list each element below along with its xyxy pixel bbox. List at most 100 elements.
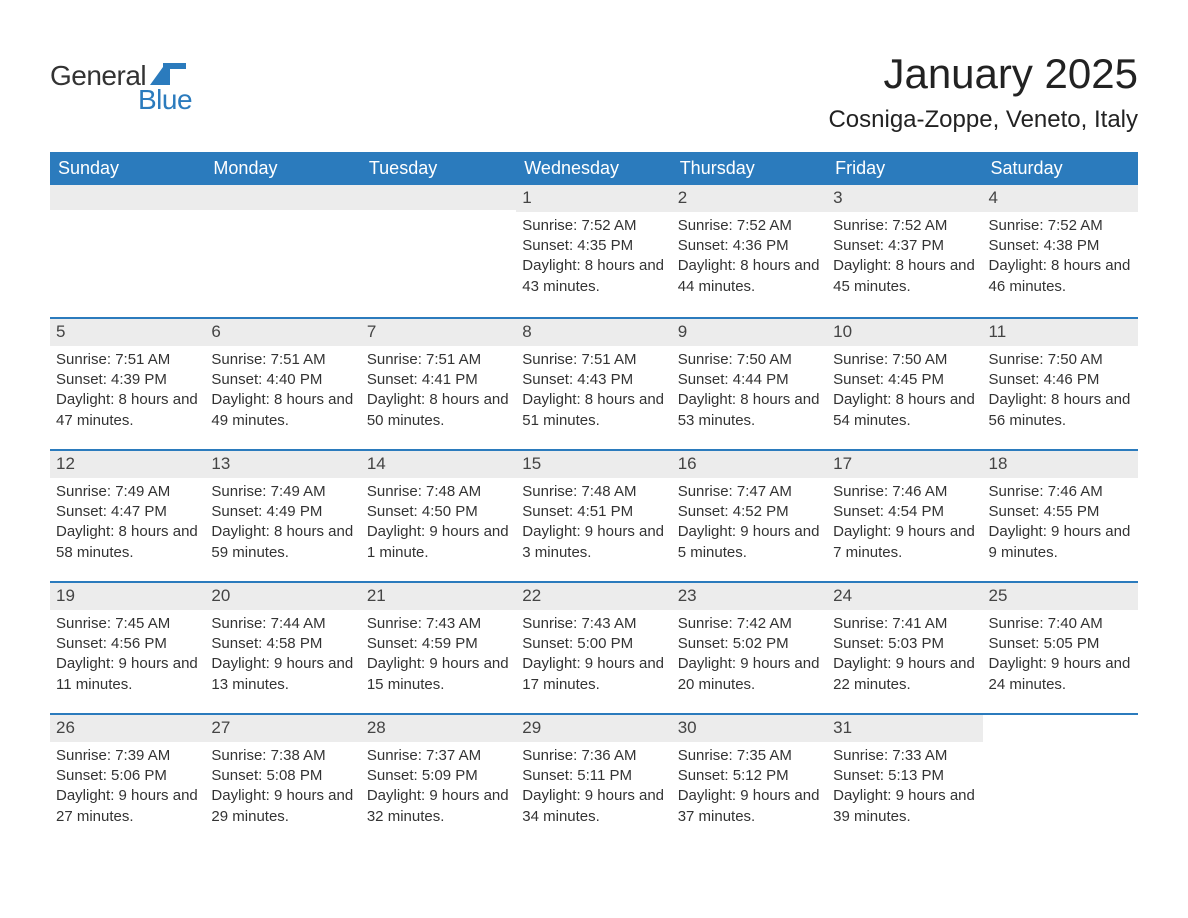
daylight-text: Daylight: 9 hours and 24 minutes. (989, 654, 1132, 695)
week-row: 5Sunrise: 7:51 AMSunset: 4:39 PMDaylight… (50, 317, 1138, 449)
day-content: Sunrise: 7:36 AMSunset: 5:11 PMDaylight:… (516, 742, 671, 837)
day-cell: 7Sunrise: 7:51 AMSunset: 4:41 PMDaylight… (361, 319, 516, 449)
day-cell: 20Sunrise: 7:44 AMSunset: 4:58 PMDayligh… (205, 583, 360, 713)
logo-text-general: General (50, 60, 146, 92)
day-number: 30 (672, 715, 827, 742)
day-cell: 15Sunrise: 7:48 AMSunset: 4:51 PMDayligh… (516, 451, 671, 581)
day-content: Sunrise: 7:49 AMSunset: 4:47 PMDaylight:… (50, 478, 205, 573)
day-cell (983, 715, 1138, 845)
day-content: Sunrise: 7:49 AMSunset: 4:49 PMDaylight:… (205, 478, 360, 573)
daylight-text: Daylight: 8 hours and 49 minutes. (211, 390, 354, 431)
sunrise-text: Sunrise: 7:40 AM (989, 614, 1132, 634)
sunset-text: Sunset: 5:13 PM (833, 766, 976, 786)
daylight-text: Daylight: 8 hours and 53 minutes. (678, 390, 821, 431)
day-content: Sunrise: 7:35 AMSunset: 5:12 PMDaylight:… (672, 742, 827, 837)
day-cell: 9Sunrise: 7:50 AMSunset: 4:44 PMDaylight… (672, 319, 827, 449)
day-number: 19 (50, 583, 205, 610)
sunrise-text: Sunrise: 7:36 AM (522, 746, 665, 766)
day-cell: 12Sunrise: 7:49 AMSunset: 4:47 PMDayligh… (50, 451, 205, 581)
sunrise-text: Sunrise: 7:51 AM (211, 350, 354, 370)
empty-day-bar (50, 185, 205, 210)
day-cell: 2Sunrise: 7:52 AMSunset: 4:36 PMDaylight… (672, 185, 827, 317)
day-number: 31 (827, 715, 982, 742)
day-number: 18 (983, 451, 1138, 478)
day-content: Sunrise: 7:42 AMSunset: 5:02 PMDaylight:… (672, 610, 827, 705)
day-content: Sunrise: 7:48 AMSunset: 4:51 PMDaylight:… (516, 478, 671, 573)
weeks-container: 1Sunrise: 7:52 AMSunset: 4:35 PMDaylight… (50, 185, 1138, 845)
sunset-text: Sunset: 4:47 PM (56, 502, 199, 522)
sunset-text: Sunset: 4:41 PM (367, 370, 510, 390)
daylight-text: Daylight: 9 hours and 11 minutes. (56, 654, 199, 695)
daylight-text: Daylight: 9 hours and 37 minutes. (678, 786, 821, 827)
sunset-text: Sunset: 4:54 PM (833, 502, 976, 522)
logo-text-blue: Blue (138, 84, 192, 116)
sunset-text: Sunset: 5:03 PM (833, 634, 976, 654)
daylight-text: Daylight: 8 hours and 47 minutes. (56, 390, 199, 431)
sunset-text: Sunset: 4:52 PM (678, 502, 821, 522)
daylight-text: Daylight: 9 hours and 13 minutes. (211, 654, 354, 695)
weekday-header: Saturday (983, 152, 1138, 185)
sunset-text: Sunset: 4:49 PM (211, 502, 354, 522)
sunrise-text: Sunrise: 7:51 AM (522, 350, 665, 370)
day-number: 5 (50, 319, 205, 346)
day-cell: 16Sunrise: 7:47 AMSunset: 4:52 PMDayligh… (672, 451, 827, 581)
sunrise-text: Sunrise: 7:52 AM (522, 216, 665, 236)
calendar-page: General Blue January 2025 Cosniga-Zoppe,… (0, 0, 1188, 885)
sunrise-text: Sunrise: 7:46 AM (989, 482, 1132, 502)
daylight-text: Daylight: 9 hours and 20 minutes. (678, 654, 821, 695)
sunrise-text: Sunrise: 7:51 AM (367, 350, 510, 370)
empty-day-bar (205, 185, 360, 210)
day-cell: 14Sunrise: 7:48 AMSunset: 4:50 PMDayligh… (361, 451, 516, 581)
day-cell: 25Sunrise: 7:40 AMSunset: 5:05 PMDayligh… (983, 583, 1138, 713)
daylight-text: Daylight: 8 hours and 58 minutes. (56, 522, 199, 563)
day-cell (50, 185, 205, 317)
sunset-text: Sunset: 4:38 PM (989, 236, 1132, 256)
day-content: Sunrise: 7:50 AMSunset: 4:45 PMDaylight:… (827, 346, 982, 441)
day-number: 27 (205, 715, 360, 742)
sunset-text: Sunset: 4:40 PM (211, 370, 354, 390)
sunset-text: Sunset: 5:05 PM (989, 634, 1132, 654)
day-content: Sunrise: 7:52 AMSunset: 4:35 PMDaylight:… (516, 212, 671, 307)
day-content: Sunrise: 7:48 AMSunset: 4:50 PMDaylight:… (361, 478, 516, 573)
daylight-text: Daylight: 8 hours and 51 minutes. (522, 390, 665, 431)
day-content: Sunrise: 7:41 AMSunset: 5:03 PMDaylight:… (827, 610, 982, 705)
sunset-text: Sunset: 4:46 PM (989, 370, 1132, 390)
day-cell: 11Sunrise: 7:50 AMSunset: 4:46 PMDayligh… (983, 319, 1138, 449)
day-number: 10 (827, 319, 982, 346)
month-title: January 2025 (828, 50, 1138, 98)
sunrise-text: Sunrise: 7:39 AM (56, 746, 199, 766)
sunrise-text: Sunrise: 7:41 AM (833, 614, 976, 634)
sunset-text: Sunset: 4:51 PM (522, 502, 665, 522)
daylight-text: Daylight: 9 hours and 32 minutes. (367, 786, 510, 827)
daylight-text: Daylight: 8 hours and 56 minutes. (989, 390, 1132, 431)
day-cell: 27Sunrise: 7:38 AMSunset: 5:08 PMDayligh… (205, 715, 360, 845)
sunset-text: Sunset: 4:59 PM (367, 634, 510, 654)
sunset-text: Sunset: 4:45 PM (833, 370, 976, 390)
daylight-text: Daylight: 9 hours and 5 minutes. (678, 522, 821, 563)
header: General Blue January 2025 Cosniga-Zoppe,… (50, 50, 1138, 134)
day-content: Sunrise: 7:50 AMSunset: 4:44 PMDaylight:… (672, 346, 827, 441)
week-row: 26Sunrise: 7:39 AMSunset: 5:06 PMDayligh… (50, 713, 1138, 845)
title-block: January 2025 Cosniga-Zoppe, Veneto, Ital… (828, 50, 1138, 134)
sunrise-text: Sunrise: 7:48 AM (367, 482, 510, 502)
daylight-text: Daylight: 8 hours and 50 minutes. (367, 390, 510, 431)
daylight-text: Daylight: 8 hours and 54 minutes. (833, 390, 976, 431)
daylight-text: Daylight: 8 hours and 44 minutes. (678, 256, 821, 297)
sunrise-text: Sunrise: 7:49 AM (211, 482, 354, 502)
sunset-text: Sunset: 5:02 PM (678, 634, 821, 654)
day-content: Sunrise: 7:46 AMSunset: 4:55 PMDaylight:… (983, 478, 1138, 573)
sunrise-text: Sunrise: 7:33 AM (833, 746, 976, 766)
sunrise-text: Sunrise: 7:52 AM (678, 216, 821, 236)
sunrise-text: Sunrise: 7:43 AM (367, 614, 510, 634)
day-number: 23 (672, 583, 827, 610)
day-cell: 6Sunrise: 7:51 AMSunset: 4:40 PMDaylight… (205, 319, 360, 449)
day-content: Sunrise: 7:47 AMSunset: 4:52 PMDaylight:… (672, 478, 827, 573)
daylight-text: Daylight: 9 hours and 27 minutes. (56, 786, 199, 827)
day-content: Sunrise: 7:39 AMSunset: 5:06 PMDaylight:… (50, 742, 205, 837)
daylight-text: Daylight: 9 hours and 34 minutes. (522, 786, 665, 827)
sunrise-text: Sunrise: 7:47 AM (678, 482, 821, 502)
day-cell: 1Sunrise: 7:52 AMSunset: 4:35 PMDaylight… (516, 185, 671, 317)
sunset-text: Sunset: 4:50 PM (367, 502, 510, 522)
day-cell: 24Sunrise: 7:41 AMSunset: 5:03 PMDayligh… (827, 583, 982, 713)
empty-day-bar (361, 185, 516, 210)
